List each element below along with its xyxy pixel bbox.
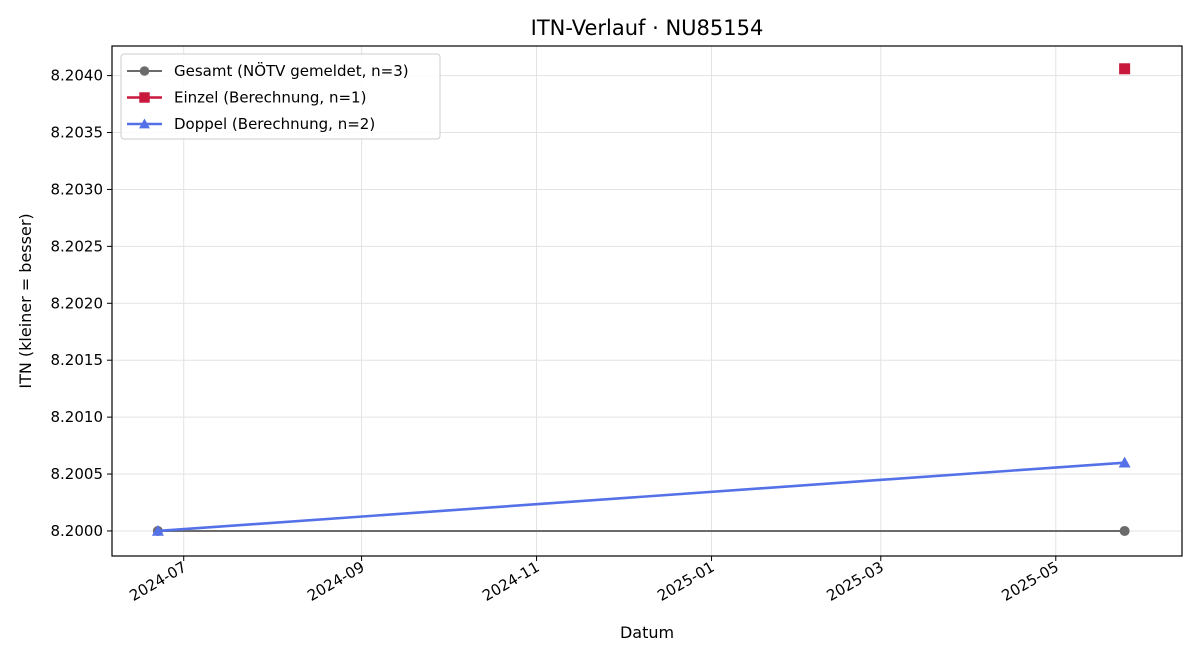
legend-swatch-marker	[139, 66, 150, 76]
plot-frame	[111, 45, 1183, 557]
legend-entry: Gesamt (NÖTV gemeldet, n=3)	[127, 61, 409, 80]
y-tick-label: 8.2020	[51, 294, 104, 312]
y-tick-label: 8.2005	[51, 465, 104, 483]
y-tick-label: 8.2040	[51, 67, 104, 85]
x-tick-label: 2025-05	[998, 558, 1061, 605]
series-0	[152, 525, 1130, 536]
series-layer	[151, 63, 1131, 536]
legend-entry: Einzel (Berechnung, n=1)	[127, 89, 366, 107]
x-tick-label: 2024-07	[126, 558, 189, 605]
legend-swatch-marker	[139, 118, 150, 129]
data-point	[1119, 63, 1131, 75]
legend-label: Gesamt (NÖTV gemeldet, n=3)	[174, 61, 409, 80]
y-tick-label: 8.2030	[51, 180, 104, 198]
legend-box	[120, 53, 441, 140]
series-line	[157, 461, 1125, 533]
y-axis-label: ITN (kleiner = besser)	[16, 213, 35, 388]
x-tick-label: 2025-03	[824, 558, 887, 605]
legend-swatch-marker	[139, 92, 150, 103]
y-tick-label: 8.2025	[51, 237, 104, 255]
tick-layer: 8.2000 8.2005 8.2010 8.2015 8.2020 8.2025 8.20…	[51, 67, 1062, 605]
series-2	[151, 456, 1131, 536]
x-tick-label: 2024-11	[479, 558, 542, 605]
y-tick-label: 8.2035	[51, 124, 104, 142]
legend-entry: Doppel (Berechnung, n=2)	[127, 115, 375, 133]
x-tick-label: 2024-09	[304, 558, 367, 605]
series-1	[1119, 63, 1131, 75]
y-tick-label: 8.2015	[51, 351, 104, 369]
data-point	[151, 524, 164, 536]
chart-title: ITN-Verlauf · NU85154	[531, 16, 764, 40]
legend: Gesamt (NÖTV gemeldet, n=3) Einzel (Berec…	[120, 53, 441, 140]
data-point	[1118, 456, 1131, 468]
data-point	[1119, 525, 1130, 536]
y-tick-label: 8.2000	[51, 522, 104, 540]
legend-label: Doppel (Berechnung, n=2)	[174, 115, 375, 133]
y-tick-label: 8.2010	[51, 408, 104, 426]
x-tick-label: 2025-01	[654, 558, 717, 605]
legend-label: Einzel (Berechnung, n=1)	[174, 89, 366, 107]
x-axis-label: Datum	[620, 623, 674, 642]
